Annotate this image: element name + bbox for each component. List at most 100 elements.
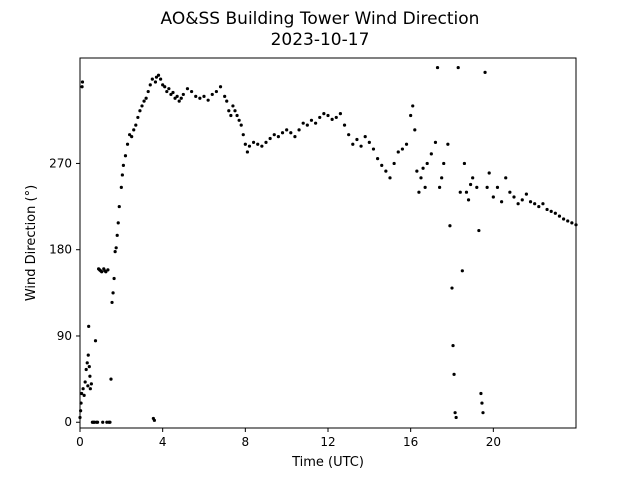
data-point	[260, 144, 264, 148]
data-point	[435, 65, 440, 70]
data-point	[161, 83, 165, 87]
data-point	[156, 73, 161, 77]
data-point	[454, 415, 458, 420]
data-point	[231, 104, 235, 108]
plot-frame	[79, 57, 577, 429]
data-point	[81, 387, 85, 391]
data-point	[376, 157, 380, 161]
x-tick-label: 4	[159, 435, 167, 449]
data-point	[117, 204, 121, 209]
data-point	[491, 195, 495, 199]
data-point	[233, 109, 237, 113]
data-point	[148, 83, 152, 87]
data-point	[570, 221, 574, 225]
data-point	[88, 387, 92, 391]
data-point	[120, 173, 124, 177]
data-point	[464, 190, 469, 194]
data-point	[173, 96, 177, 100]
data-point	[245, 150, 249, 154]
data-point	[252, 140, 256, 144]
data-point	[533, 202, 537, 206]
data-point	[132, 128, 136, 132]
data-point	[483, 70, 487, 74]
data-point	[392, 161, 396, 166]
data-point	[480, 401, 484, 405]
data-point	[508, 190, 512, 194]
data-point	[446, 142, 450, 146]
data-point	[528, 200, 533, 204]
data-point	[110, 300, 114, 305]
data-point	[114, 246, 118, 250]
data-point	[479, 391, 483, 396]
data-point	[280, 131, 285, 135]
data-point	[125, 142, 130, 146]
x-axis-label: Time (UTC)	[291, 455, 364, 470]
x-tick-label: 8	[242, 435, 250, 449]
data-point	[256, 142, 260, 146]
data-point	[355, 137, 359, 142]
x-tick-label: 12	[320, 435, 335, 449]
chart-title: AO&SS Building Tower Wind Direction	[161, 9, 480, 29]
data-point	[87, 365, 91, 369]
data-point	[318, 115, 322, 120]
y-tick-label: 270	[49, 156, 72, 170]
data-point	[89, 382, 93, 386]
data-point	[80, 80, 85, 84]
data-point	[123, 154, 128, 158]
data-point	[121, 163, 125, 167]
data-point	[545, 207, 549, 212]
data-point	[85, 361, 89, 365]
data-point	[301, 121, 305, 125]
data-point	[194, 94, 198, 98]
data-point	[409, 113, 413, 118]
data-point	[367, 140, 371, 144]
chart-subtitle: 2023-10-17	[271, 30, 370, 50]
data-point	[442, 161, 446, 166]
data-point	[179, 96, 183, 100]
data-point	[154, 75, 159, 79]
data-point	[326, 113, 330, 118]
data-point	[469, 182, 473, 187]
data-point	[285, 128, 289, 132]
data-point	[512, 195, 516, 199]
data-point	[425, 161, 429, 166]
data-point	[138, 109, 142, 113]
data-point	[417, 190, 421, 194]
data-point	[243, 142, 247, 146]
data-point	[104, 270, 108, 274]
data-point	[264, 140, 268, 144]
data-point	[171, 90, 175, 95]
y-tick-label: 0	[64, 415, 72, 429]
data-point	[396, 150, 400, 154]
data-point	[566, 219, 570, 223]
data-point	[400, 147, 404, 151]
data-point	[384, 169, 388, 173]
data-point	[84, 367, 88, 372]
data-point	[314, 121, 318, 125]
data-point	[223, 94, 227, 98]
data-point	[153, 80, 158, 84]
data-point	[481, 411, 485, 415]
data-point	[218, 85, 223, 89]
data-point	[181, 92, 185, 97]
y-tick-label: 90	[57, 329, 72, 343]
data-point	[423, 185, 427, 190]
data-point	[516, 202, 520, 206]
data-point	[524, 192, 529, 196]
data-point	[429, 152, 433, 156]
data-point	[190, 89, 194, 94]
data-point	[438, 185, 442, 190]
data-point	[466, 198, 471, 202]
y-axis-label: Wind Direction (°)	[24, 185, 39, 301]
data-point	[453, 411, 457, 415]
data-point	[86, 384, 90, 388]
data-point	[500, 200, 504, 204]
data-point	[144, 96, 148, 100]
data-point	[462, 161, 466, 166]
data-point	[276, 135, 280, 139]
data-point	[363, 135, 367, 139]
data-point	[101, 420, 105, 424]
data-point	[237, 118, 241, 122]
data-point	[108, 420, 112, 424]
data-point	[371, 147, 376, 151]
